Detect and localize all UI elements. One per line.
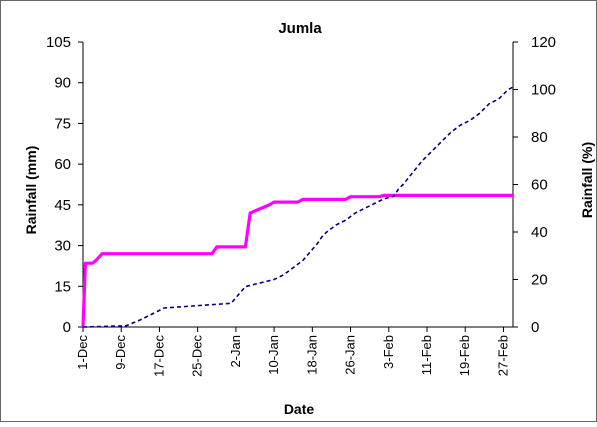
rainfall-percent-line xyxy=(82,86,514,328)
x-tick-label: 10-Jan xyxy=(266,335,281,375)
y-tick-label: 15 xyxy=(54,278,71,295)
y-tick-label: 0 xyxy=(63,319,71,336)
y-axis-title: Rainfall (mm) xyxy=(23,146,39,235)
y-tick-label: 30 xyxy=(54,238,71,255)
y-tick-label: 105 xyxy=(46,34,71,51)
y2-tick-label: 20 xyxy=(531,272,548,289)
y-tick-label: 75 xyxy=(54,115,71,132)
chart-title: Jumla xyxy=(278,20,322,37)
y2-tick-label: 80 xyxy=(531,129,548,146)
x-tick-label: 11-Feb xyxy=(419,335,434,375)
y2-tick-label: 40 xyxy=(531,224,548,241)
y-tick-label: 60 xyxy=(54,156,71,173)
x-tick-label: 27-Feb xyxy=(495,335,510,376)
x-tick-label: 1-Dec xyxy=(75,335,90,370)
x-tick-label: 3-Feb xyxy=(381,335,396,369)
y-tick-label: 90 xyxy=(54,75,71,92)
y2-tick-label: 100 xyxy=(531,82,556,99)
y2-tick-label: 60 xyxy=(531,177,548,194)
x-tick-label: 19-Feb xyxy=(457,335,472,376)
x-tick-label: 18-Jan xyxy=(304,335,319,375)
series-group xyxy=(81,86,514,328)
axes: 0 15 30 45 60 75 90 105 0 20 40 60 80 100 120 1-Dec 9-De… xyxy=(46,34,556,377)
x-tick-label: 17-Dec xyxy=(151,335,166,377)
rainfall-mm-line xyxy=(81,193,513,328)
y2-axis-title: Rainfall (%) xyxy=(579,142,595,218)
x-tick-label: 9-Dec xyxy=(113,335,128,370)
y-tick-label: 45 xyxy=(54,197,71,214)
y2-tick-label: 120 xyxy=(531,34,556,51)
x-axis-title: Date xyxy=(284,401,315,417)
x-tick-label: 25-Dec xyxy=(190,335,205,377)
x-tick-label: 26-Jan xyxy=(343,335,358,375)
y2-tick-label: 0 xyxy=(531,319,539,336)
x-tick-label: 2-Jan xyxy=(228,335,243,368)
